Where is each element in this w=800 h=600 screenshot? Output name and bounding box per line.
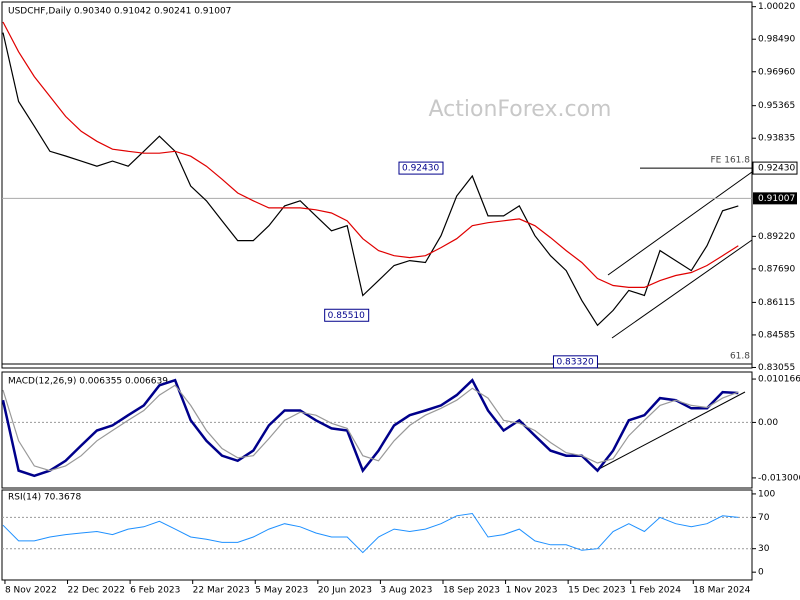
x-tick-label: 8 Nov 2022 [5,586,57,596]
level-axis-label: 0.92430 [758,164,795,174]
y-tick-label: 0.010166 [758,375,800,385]
series-line [2,32,739,327]
y-tick-label: 0.95365 [758,101,795,111]
x-tick-label: 1 Feb 2024 [631,586,682,596]
y-tick-label: 0 [758,568,764,578]
y-tick-label: 0.96960 [758,67,795,77]
macd-trendline [596,391,746,471]
x-tick-label: 18 Mar 2024 [693,586,750,596]
x-tick-label: 18 Sep 2023 [443,586,500,596]
series-line [2,21,739,288]
point-label: 0.92430 [402,164,439,174]
rsi-title: RSI(14) 70.3678 [8,493,81,503]
series-line [1,378,739,478]
y-tick-label: 0.98490 [758,35,795,45]
y-tick-label: 0.87690 [758,264,795,274]
channel-lower [611,239,753,339]
level-axis-box [752,161,798,175]
macd-panel [1,371,753,489]
point-label-box [398,161,444,175]
price-panel [1,1,753,369]
watermark: ActionForex.com [429,97,612,122]
y-tick-label: 0.00 [758,418,778,428]
y-tick-label: 0.84585 [758,330,795,340]
x-tick-label: 1 Nov 2023 [506,586,558,596]
series-line [2,384,739,472]
x-tick-label: 3 Aug 2023 [380,586,432,596]
y-tick-label: 0.86115 [758,298,795,308]
last-price-box [753,192,797,205]
x-tick-label: 15 Dec 2023 [568,586,626,596]
x-tick-label: 22 Mar 2023 [193,586,250,596]
y-tick-label: 30 [758,544,770,554]
channel-upper [607,171,753,276]
x-tick-label: 22 Dec 2022 [68,586,126,596]
y-tick-label: 0.89220 [758,232,795,242]
macd-title: MACD(12,26,9) 0.006355 0.006639 [8,377,168,387]
fib-label: FE 161.8 [711,156,751,166]
point-label: 0.83320 [556,357,593,367]
series-line [2,512,739,554]
last-price-label: 0.91007 [758,194,795,204]
y-tick-label: 1.00020 [758,2,795,12]
point-label-box [552,355,598,369]
point-label: 0.85510 [328,311,365,321]
fib-label: 61.8 [730,351,750,361]
point-label-box [324,308,370,322]
y-tick-label: -0.013006 [758,473,800,483]
x-tick-label: 6 Feb 2023 [130,586,180,596]
title: USDCHF,Daily 0.90340 0.91042 0.90241 0.9… [8,7,231,17]
y-tick-label: 0.93835 [758,134,795,144]
x-tick-label: 20 Jun 2023 [318,586,372,596]
rsi-panel [1,489,753,581]
y-tick-label: 0.83055 [758,363,795,373]
x-tick-label: 5 May 2023 [255,586,308,596]
y-tick-label: 70 [758,513,770,523]
y-tick-label: 100 [758,489,775,499]
